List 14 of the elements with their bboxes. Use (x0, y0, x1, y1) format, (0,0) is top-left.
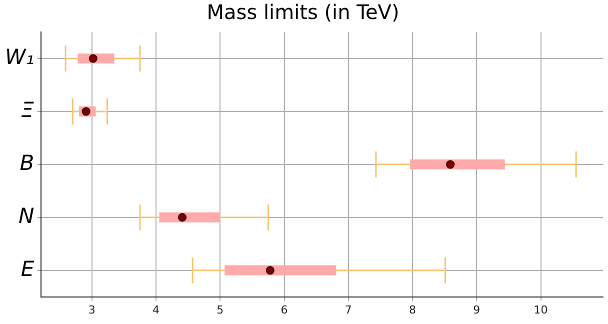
x-tick-label: 8 (409, 303, 416, 316)
x-tick-label: 4 (152, 303, 160, 316)
x-tick-label: 6 (280, 303, 288, 316)
y-tick-label: Ξ (20, 98, 34, 122)
x-tick-label: 10 (534, 303, 548, 316)
x-tick-label: 9 (473, 303, 480, 316)
y-tick-label: E (20, 256, 35, 281)
y-tick-label: W₁ (4, 44, 34, 69)
x-tick-label: 3 (88, 303, 96, 316)
chart-title: Mass limits (in TeV) (206, 0, 400, 24)
x-tick-label: 7 (344, 303, 352, 316)
x-tick-label: 5 (216, 303, 224, 316)
y-tick-label: N (18, 204, 34, 228)
y-tick-label: B (20, 150, 34, 175)
